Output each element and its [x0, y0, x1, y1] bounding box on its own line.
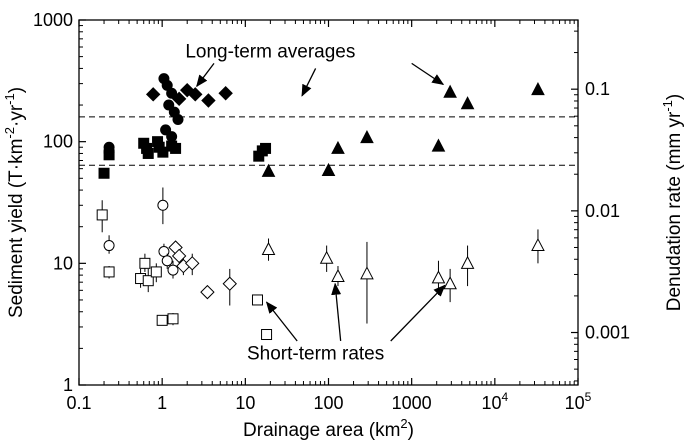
x-tick-label: 10 — [235, 393, 255, 413]
data-point-triangle-open — [460, 255, 475, 269]
x-tick-label: 105 — [565, 390, 592, 413]
data-point-triangle-open — [443, 276, 457, 290]
data-point-square-open — [167, 313, 179, 325]
y-tick-label: 1000 — [33, 10, 73, 30]
annotation-arrow — [390, 284, 446, 342]
data-point-triangle-filled — [321, 162, 336, 176]
y-tick-label: 10 — [53, 253, 73, 273]
data-point-square-open — [251, 294, 263, 306]
x-axis-title: Drainage area (km2) — [243, 416, 414, 441]
data-point-square-filled — [157, 146, 169, 158]
data-point-square-filled — [170, 142, 182, 154]
annotation-arrow — [301, 68, 317, 97]
data-point-triangle-open — [319, 250, 334, 264]
data-point-circle-filled — [172, 114, 184, 126]
y-tick-label: 1 — [63, 375, 73, 395]
data-point-triangle-open — [331, 268, 345, 282]
y2-tick-label: 0.1 — [585, 79, 610, 99]
data-point-square-filled — [103, 149, 115, 161]
data-point-square-open — [96, 209, 108, 221]
data-point-circle-filled — [166, 87, 178, 99]
data-point-triangle-open — [360, 266, 374, 280]
data-points — [96, 73, 545, 341]
annotation-arrow — [265, 301, 298, 342]
data-point-square-filled — [260, 142, 272, 154]
x-tick-label: 0.1 — [66, 393, 91, 413]
data-point-diamond-filled — [218, 86, 233, 101]
y-tick-label: 100 — [43, 132, 73, 152]
data-point-diamond-open — [171, 248, 187, 264]
data-point-triangle-filled — [460, 96, 475, 110]
x-tick-label: 1 — [157, 393, 167, 413]
data-point-triangle-filled — [360, 130, 374, 144]
annotation-arrow — [331, 282, 342, 342]
data-point-square-open — [142, 275, 154, 287]
annotation-label: Short-term rates — [247, 343, 384, 364]
data-point-triangle-open — [531, 237, 545, 252]
data-point-square-filled — [142, 147, 154, 159]
chart-axes: 0.1 1 10 100 1000 104 10511010010000.0010.010.… — [33, 10, 630, 413]
data-point-triangle-filled — [261, 163, 276, 177]
data-point-diamond-filled — [171, 91, 187, 107]
data-point-square-open — [139, 257, 151, 269]
data-point-square-open — [150, 266, 162, 278]
data-point-square-open — [156, 314, 168, 326]
data-point-circle-open — [167, 264, 179, 276]
data-point-diamond-filled — [201, 93, 216, 108]
data-point-circle-open — [157, 199, 169, 211]
annotations: Long-term averages Short-term rates — [185, 42, 446, 364]
data-point-circle-filled — [160, 124, 172, 136]
data-point-square-filled — [98, 167, 110, 179]
x-tick-label: 104 — [481, 390, 508, 413]
data-point-triangle-filled — [331, 140, 345, 154]
data-point-diamond-filled — [188, 87, 203, 102]
x-tick-label: 1000 — [392, 393, 432, 413]
reference-lines — [79, 116, 578, 166]
data-point-triangle-filled — [531, 81, 545, 96]
data-point-triangle-open — [431, 270, 446, 284]
data-point-diamond-filled — [145, 87, 161, 102]
data-point-triangle-filled — [443, 84, 457, 98]
data-point-triangle-filled — [431, 138, 446, 152]
axis-labels: Drainage area (km2) Sediment yield (T·km-… — [2, 87, 685, 441]
y2-tick-label: 0.001 — [585, 323, 630, 343]
data-point-diamond-open — [200, 284, 215, 300]
plot-frame — [78, 19, 579, 386]
data-point-square-open — [261, 329, 273, 341]
y2-tick-label: 0.01 — [585, 201, 620, 221]
data-point-diamond-open — [185, 256, 200, 271]
data-point-triangle-open — [261, 241, 276, 255]
annotation-arrow — [196, 62, 215, 88]
y2-axis-title: Denudation rate (mm yr-1) — [660, 94, 685, 311]
data-point-circle-open — [103, 240, 115, 252]
annotation-label: Long-term averages — [185, 42, 355, 63]
y-axis-title: Sediment yield (T·km-2·yr-1) — [2, 87, 27, 318]
annotation-arrow — [411, 62, 445, 86]
data-point-circle-open — [161, 255, 173, 267]
data-point-square-open — [103, 266, 115, 278]
data-point-circle-filled — [166, 131, 178, 143]
data-point-diamond-open — [222, 276, 237, 291]
x-tick-label: 100 — [313, 393, 343, 413]
